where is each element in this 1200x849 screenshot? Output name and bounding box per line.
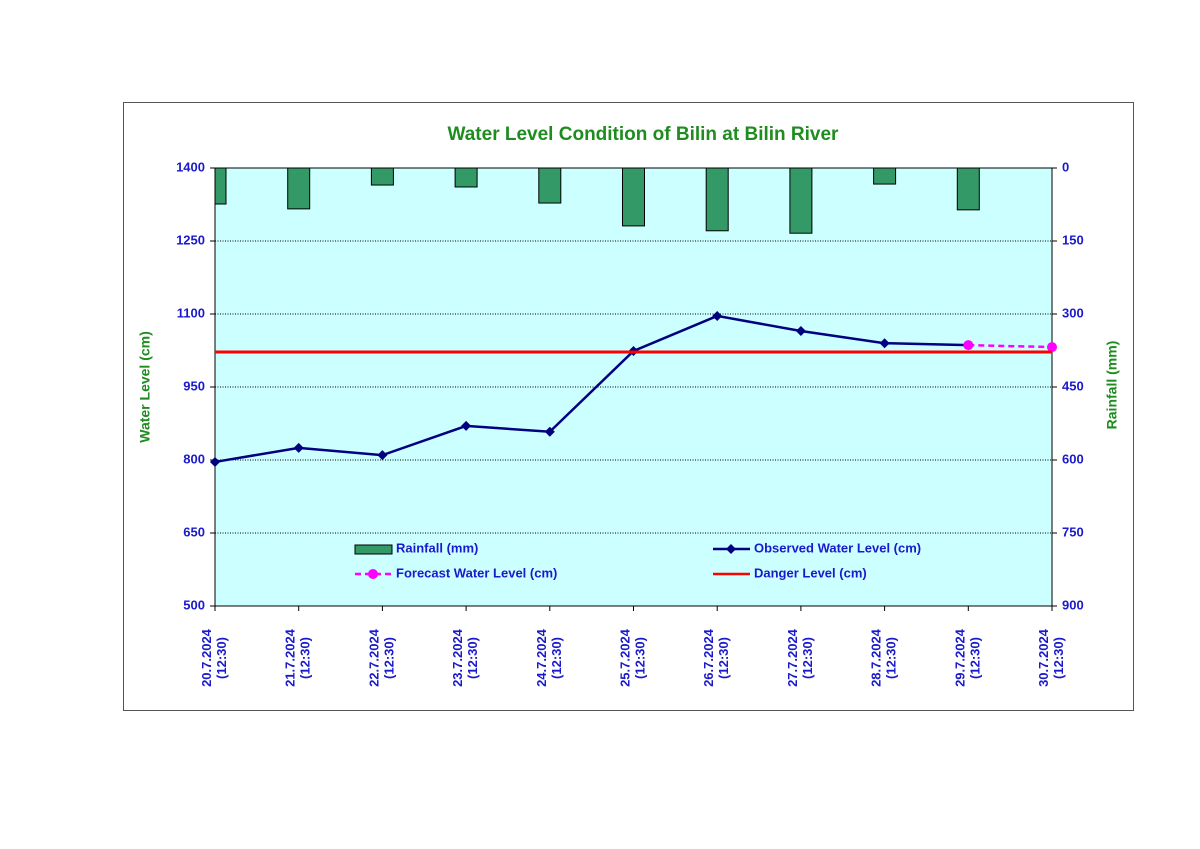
- rain-bar: [454, 168, 478, 188]
- rain-bar: [370, 168, 394, 186]
- x-tick-label: 27.7.2024(12:30): [785, 628, 815, 687]
- rain-bar: [789, 168, 813, 234]
- marker: [377, 450, 388, 461]
- legend-label: Observed Water Level (cm): [754, 540, 921, 555]
- plot-border: [214, 167, 1053, 607]
- series-line: [214, 314, 969, 464]
- marker: [544, 426, 555, 437]
- marker: [712, 310, 723, 321]
- y-tick-label: 950: [183, 378, 205, 393]
- y-tick-label: 800: [183, 451, 205, 466]
- marker: [461, 420, 472, 431]
- marker: [879, 338, 890, 349]
- marker: [963, 340, 974, 351]
- x-tick-label: 28.7.2024(12:30): [869, 628, 899, 687]
- x-tick-label: 21.7.2024(12:30): [283, 628, 313, 687]
- x-tick-label: 24.7.2024(12:30): [534, 628, 564, 687]
- chart-title: Water Level Condition of Bilin at Bilin …: [448, 124, 840, 145]
- legend-swatch: [354, 544, 393, 555]
- rain-bar: [215, 168, 227, 205]
- rain-bar: [705, 168, 729, 232]
- series-line: [968, 343, 1053, 349]
- rain-bar: [956, 168, 980, 211]
- x-tick-label: 30.7.2024(12:30): [1036, 628, 1066, 687]
- y-axis-label: Water Level (cm): [137, 331, 153, 443]
- rain-bar: [538, 168, 562, 204]
- marker: [795, 326, 806, 337]
- y-tick-label: 650: [183, 524, 205, 539]
- legend-label: Forecast Water Level (cm): [396, 565, 557, 580]
- y2-tick-label: 600: [1062, 451, 1084, 466]
- y2-axis-label: Rainfall (mm): [1104, 341, 1120, 430]
- x-tick-label: 25.7.2024(12:30): [618, 628, 648, 687]
- y-tick-label: 1100: [177, 305, 205, 320]
- y-tick-label: 500: [183, 597, 205, 612]
- legend-marker: [368, 569, 378, 579]
- marker: [1047, 342, 1057, 353]
- rain-bar: [873, 168, 897, 185]
- y2-tick-label: 300: [1062, 305, 1084, 320]
- legend-label: Danger Level (cm): [754, 565, 867, 580]
- marker: [210, 456, 220, 467]
- y2-tick-label: 450: [1062, 378, 1084, 393]
- x-tick-label: 26.7.2024(12:30): [702, 628, 732, 687]
- y-tick-label: 1400: [176, 159, 205, 174]
- legend-label: Rainfall (mm): [396, 540, 478, 555]
- y2-tick-label: 150: [1062, 232, 1084, 247]
- y2-tick-label: 0: [1062, 159, 1069, 174]
- rain-bar: [287, 168, 311, 210]
- marker: [293, 442, 304, 453]
- legend-marker: [726, 544, 736, 554]
- rain-bar: [622, 168, 645, 227]
- x-tick-label: 29.7.2024(12:30): [953, 628, 983, 687]
- y-tick-label: 1250: [176, 232, 205, 247]
- x-tick-label: 22.7.2024(12:30): [367, 628, 397, 687]
- x-tick-label: 23.7.2024(12:30): [451, 628, 481, 687]
- x-tick-label: 20.7.2024(12:30): [199, 628, 229, 687]
- y2-tick-label: 750: [1062, 524, 1084, 539]
- y2-tick-label: 900: [1062, 597, 1084, 612]
